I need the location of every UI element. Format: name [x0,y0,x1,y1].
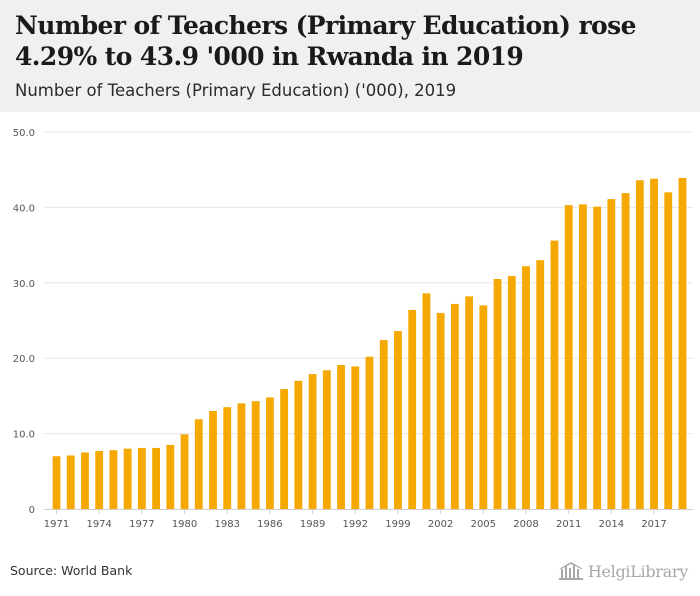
bar [337,364,345,509]
bar [52,456,61,509]
chart-title: Number of Teachers (Primary Education) r… [15,11,637,71]
x-tick-label: 1971 [44,519,69,530]
x-tick-label: 2002 [428,519,453,530]
y-tick-label: 30.0 [13,279,35,290]
bar [664,192,673,509]
bar [465,296,474,509]
library-icon [558,562,583,580]
bar [109,450,118,509]
bar [479,305,488,509]
bar [536,260,545,509]
bar [322,370,331,509]
x-tick-label: 1992 [343,519,368,530]
x-tick-label: 2008 [513,519,538,530]
helgilibrary-logo: HelgiLibrary [558,558,688,584]
bar [593,206,602,509]
bar [422,293,431,509]
bar [351,366,360,509]
bar [450,303,459,509]
bar [507,276,516,509]
x-tick-label: 2011 [556,519,581,530]
logo-text: HelgiLibrary [587,561,688,581]
bar [81,452,89,509]
x-tick-label: 1980 [172,519,197,530]
y-axis: 0 10.0 20.0 30.0 40.0 50.0 [13,128,35,516]
bar [493,279,502,509]
x-tick-label: 1986 [257,519,282,530]
bar-layer [52,177,687,510]
header: Number of Teachers (Primary Education) r… [0,0,700,112]
bar [237,403,246,509]
bar [66,455,75,509]
bar [95,450,104,509]
bar [394,331,402,509]
bar [607,199,616,510]
bar [180,434,189,509]
chart-subtitle: Number of Teachers (Primary Education) (… [15,81,457,100]
bar [550,240,559,509]
x-tick-label: 2014 [599,519,624,530]
bar [194,419,203,509]
bar [152,447,161,509]
x-tick-label: 2017 [641,519,666,530]
bar [365,356,374,509]
bar [579,204,587,509]
y-tick-label: 10.0 [13,430,35,441]
bar [280,389,289,509]
bar [123,448,132,509]
source-note: Source: World Bank [10,563,133,578]
bar [166,444,175,509]
bar [408,309,417,509]
bar [621,193,630,509]
x-tick-label: 1974 [86,519,111,530]
y-tick-label: 0 [29,505,35,516]
bar [650,178,658,509]
x-tick-label: 2005 [471,519,496,530]
bar [223,407,232,509]
bar [251,401,260,509]
y-tick-label: 50.0 [13,128,35,139]
bar [522,266,530,509]
bar [635,180,644,509]
bar [266,397,274,509]
bar [436,312,445,509]
x-tick-label: 1989 [300,519,325,530]
bar [564,205,573,509]
bar [137,447,146,509]
x-tick-label: 1999 [385,519,410,530]
x-tick-label: 1983 [215,519,240,530]
bar [209,410,217,509]
bar [308,374,317,509]
bar-chart: 010.020.030.040.050.0 1971 1974 1977 1980 19… [13,128,693,530]
bar [678,177,687,509]
bar [379,340,388,509]
y-tick-label: 20.0 [13,354,35,365]
bar [294,380,303,509]
y-tick-label: 40.0 [13,203,35,214]
x-tick-label: 1977 [129,519,154,530]
x-axis: 1971 1974 1977 1980 1983 1986 1989 1992 1999 2002… [44,509,693,530]
